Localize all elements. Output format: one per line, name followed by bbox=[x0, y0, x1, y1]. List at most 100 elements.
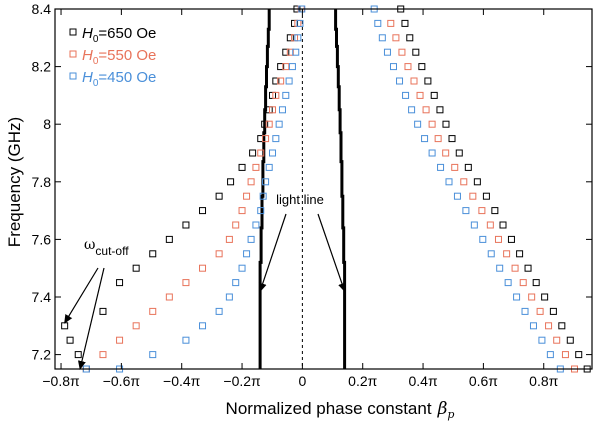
data-point bbox=[269, 106, 277, 114]
data-point bbox=[428, 149, 436, 157]
data-point bbox=[247, 178, 255, 186]
data-point bbox=[243, 192, 251, 200]
data-point bbox=[272, 135, 280, 143]
light-line-arrow bbox=[317, 213, 346, 293]
legend-var: H bbox=[82, 25, 93, 42]
x-tick-label: −0.4π bbox=[163, 373, 201, 389]
legend-subscript: 0 bbox=[93, 56, 99, 67]
data-point bbox=[496, 264, 504, 272]
cutoff-label: ωcut-off bbox=[84, 237, 129, 258]
data-point bbox=[561, 351, 569, 359]
data-point bbox=[252, 163, 260, 171]
data-point bbox=[61, 322, 69, 330]
data-point bbox=[412, 48, 420, 56]
data-point bbox=[541, 293, 549, 301]
y-tick-label: 8.2 bbox=[32, 59, 52, 75]
legend-label: H0=450 Oe bbox=[82, 69, 156, 89]
data-point bbox=[482, 192, 490, 200]
data-point bbox=[199, 322, 207, 330]
data-point bbox=[383, 48, 391, 56]
data-point bbox=[511, 264, 519, 272]
data-point bbox=[238, 207, 246, 215]
data-point bbox=[269, 149, 277, 157]
y-tick-label: 8.4 bbox=[32, 1, 52, 17]
data-point bbox=[491, 207, 499, 215]
legend-marker bbox=[69, 72, 77, 80]
legend-subscript: 0 bbox=[93, 34, 99, 45]
data-point bbox=[392, 34, 400, 42]
data-point bbox=[398, 48, 406, 56]
data-point bbox=[252, 221, 260, 229]
data-point bbox=[215, 307, 223, 315]
data-point bbox=[225, 293, 233, 301]
data-point bbox=[165, 293, 173, 301]
data-point bbox=[524, 264, 532, 272]
data-point bbox=[504, 279, 512, 287]
light-line-arrow bbox=[258, 213, 287, 293]
data-point bbox=[507, 235, 515, 243]
y-tick-label: 8 bbox=[43, 116, 51, 132]
data-point bbox=[389, 63, 397, 71]
data-point bbox=[247, 235, 255, 243]
legend-value: =550 Oe bbox=[98, 47, 156, 64]
data-point bbox=[453, 192, 461, 200]
data-point bbox=[265, 163, 273, 171]
data-point bbox=[259, 192, 267, 200]
data-point bbox=[401, 19, 409, 27]
data-point bbox=[442, 149, 450, 157]
cutoff-arrow bbox=[77, 267, 105, 370]
data-point bbox=[292, 48, 300, 56]
data-point bbox=[436, 106, 444, 114]
data-point bbox=[296, 19, 304, 27]
x-tick-label: −0.2π bbox=[223, 373, 261, 389]
light-line-left bbox=[258, 9, 271, 369]
data-point bbox=[553, 336, 561, 344]
x-tick-label: 0.6π bbox=[469, 373, 498, 389]
legend-var: H bbox=[82, 69, 93, 86]
data-point bbox=[272, 77, 280, 85]
data-point bbox=[422, 106, 430, 114]
y-tick-label: 7.8 bbox=[32, 174, 52, 190]
data-point bbox=[378, 34, 386, 42]
y-tick-label: 7.4 bbox=[32, 289, 52, 305]
data-point bbox=[282, 91, 290, 99]
data-point bbox=[249, 149, 257, 157]
data-point bbox=[464, 163, 472, 171]
x-axis-label-text: Normalized phase constant bbox=[226, 399, 432, 418]
data-point bbox=[288, 63, 296, 71]
data-point bbox=[215, 192, 223, 200]
data-point bbox=[116, 279, 124, 287]
data-point bbox=[470, 221, 478, 229]
data-point bbox=[225, 235, 233, 243]
data-point bbox=[227, 178, 235, 186]
legend-marker bbox=[69, 28, 77, 36]
data-point bbox=[278, 106, 286, 114]
data-point bbox=[132, 322, 140, 330]
data-point bbox=[238, 264, 246, 272]
legend-value: =450 Oe bbox=[98, 69, 156, 86]
data-point bbox=[99, 351, 107, 359]
data-point bbox=[529, 322, 537, 330]
data-point bbox=[410, 77, 418, 85]
data-point bbox=[374, 19, 382, 27]
x-tick-label: −0.8π bbox=[42, 373, 80, 389]
cutoff-arrow bbox=[64, 267, 99, 324]
x-tick-label: 0.8π bbox=[529, 373, 558, 389]
data-point bbox=[462, 207, 470, 215]
data-point bbox=[424, 77, 432, 85]
data-point bbox=[521, 307, 529, 315]
series-h0-650-oe bbox=[61, 5, 591, 373]
y-tick-label: 7.2 bbox=[32, 347, 52, 363]
data-point bbox=[516, 250, 524, 258]
data-point bbox=[132, 264, 140, 272]
data-point bbox=[257, 207, 265, 215]
data-point bbox=[566, 336, 574, 344]
data-point bbox=[232, 279, 240, 287]
data-point bbox=[402, 91, 410, 99]
data-point bbox=[430, 91, 438, 99]
data-point bbox=[149, 307, 157, 315]
data-point bbox=[448, 135, 456, 143]
data-point bbox=[499, 221, 507, 229]
data-point bbox=[428, 120, 436, 128]
